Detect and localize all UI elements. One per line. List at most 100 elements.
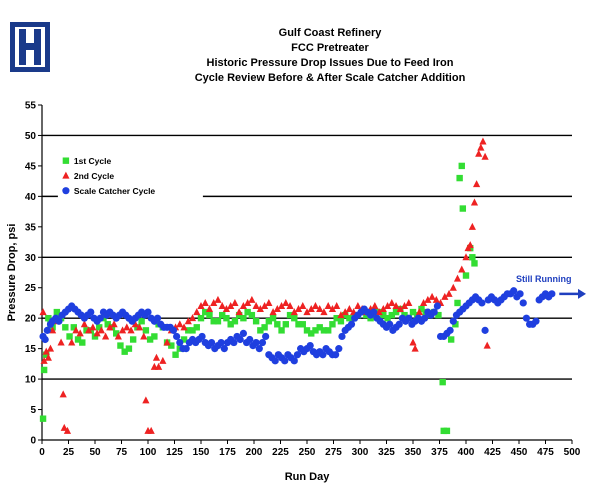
data-point	[118, 326, 127, 334]
x-tick-label: 425	[484, 447, 501, 458]
data-point	[210, 318, 217, 325]
data-point	[231, 318, 239, 325]
data-point	[411, 344, 419, 352]
data-point	[53, 308, 61, 316]
x-tick-label: 450	[511, 447, 528, 458]
data-point	[184, 317, 192, 325]
data-point	[519, 299, 527, 307]
legend-label: 1st Cycle	[74, 156, 112, 166]
data-point	[345, 305, 353, 313]
data-point	[383, 302, 392, 309]
y-tick-label: 55	[25, 101, 37, 112]
x-tick-label: 375	[431, 447, 448, 458]
data-point	[70, 324, 77, 331]
data-point	[286, 302, 294, 309]
data-point	[269, 314, 277, 322]
data-point	[265, 298, 273, 306]
x-tick-label: 125	[166, 447, 183, 458]
data-point	[104, 321, 111, 328]
data-point	[142, 396, 150, 404]
data-point	[386, 320, 394, 328]
data-point	[432, 295, 440, 303]
data-point	[87, 327, 94, 334]
data-point	[40, 356, 48, 364]
still-running-arrow-head	[578, 288, 586, 299]
data-point	[79, 339, 86, 346]
data-point	[182, 345, 190, 353]
data-point	[193, 308, 201, 316]
chart-title-line-4: Cycle Review Before & After Scale Catche…	[194, 72, 466, 84]
data-point	[46, 344, 55, 352]
data-point	[479, 137, 487, 145]
data-point	[257, 327, 264, 334]
data-point	[217, 338, 225, 347]
data-point	[384, 314, 391, 322]
data-point	[155, 362, 163, 370]
y-tick-label: 0	[30, 436, 36, 447]
data-point	[477, 143, 485, 151]
data-point	[420, 298, 428, 306]
data-point	[127, 326, 135, 334]
data-point	[252, 318, 260, 325]
data-point	[400, 302, 409, 309]
data-point	[256, 305, 264, 313]
x-tick-label: 100	[140, 447, 157, 458]
data-point	[282, 298, 290, 306]
data-point	[468, 222, 476, 230]
data-point	[63, 426, 72, 434]
data-point	[380, 311, 387, 319]
data-point	[447, 336, 455, 343]
data-point	[219, 311, 226, 319]
y-tick-label: 45	[25, 161, 37, 172]
data-point	[433, 302, 441, 310]
data-point	[311, 302, 320, 309]
x-tick-label: 0	[39, 447, 45, 458]
legend-marker	[62, 171, 70, 179]
data-point	[445, 289, 453, 297]
data-point	[478, 299, 486, 307]
y-tick-label: 15	[25, 344, 37, 355]
data-point	[108, 324, 116, 331]
data-point	[532, 317, 540, 325]
data-point	[227, 321, 234, 328]
data-point	[152, 353, 161, 361]
data-point	[176, 338, 184, 347]
data-point	[227, 302, 235, 309]
data-point	[470, 198, 479, 206]
data-point	[439, 378, 446, 386]
data-point	[274, 321, 281, 328]
chart-title-block: Gulf Coast Refinery FCC Pretreater Histo…	[110, 26, 550, 86]
data-point	[248, 311, 256, 319]
data-point	[370, 308, 378, 316]
x-tick-label: 250	[299, 447, 316, 458]
data-point	[43, 351, 50, 358]
data-point	[231, 298, 239, 306]
data-point	[252, 338, 260, 347]
data-point	[388, 311, 395, 319]
data-point	[159, 356, 167, 364]
data-point	[262, 332, 270, 341]
data-point	[173, 332, 181, 341]
data-point	[341, 311, 349, 319]
data-point	[261, 324, 268, 331]
data-point	[481, 152, 489, 160]
x-tick-label: 75	[116, 447, 128, 458]
data-point	[466, 241, 474, 249]
data-point	[206, 311, 213, 319]
data-point	[278, 327, 285, 334]
data-point	[110, 320, 118, 328]
data-point	[405, 314, 413, 322]
data-point	[306, 341, 314, 350]
x-tick-label: 400	[458, 447, 475, 458]
data-point	[244, 298, 252, 306]
data-point	[265, 318, 273, 325]
data-point	[469, 254, 476, 261]
company-logo	[10, 22, 50, 72]
data-point	[198, 332, 206, 341]
data-point	[458, 162, 465, 170]
data-point	[388, 298, 396, 306]
data-point	[281, 357, 289, 365]
data-point	[210, 298, 218, 306]
y-axis-label: Pressure Drop, psi	[6, 224, 18, 322]
data-point	[462, 253, 470, 261]
